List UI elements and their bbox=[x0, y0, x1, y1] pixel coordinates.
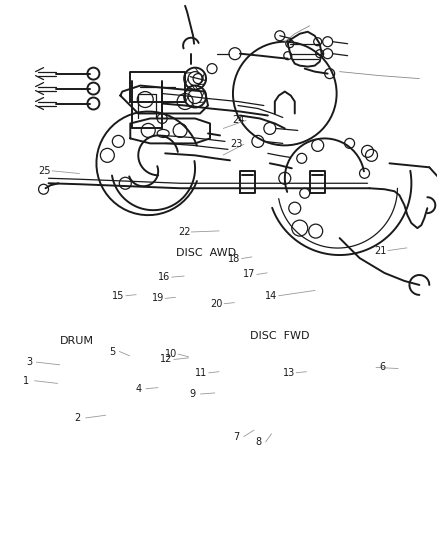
Text: 8: 8 bbox=[255, 437, 261, 447]
Text: 1: 1 bbox=[23, 376, 29, 386]
Text: 2: 2 bbox=[74, 413, 80, 423]
Text: 6: 6 bbox=[380, 362, 386, 373]
Text: 15: 15 bbox=[113, 290, 125, 301]
Text: 21: 21 bbox=[374, 246, 387, 255]
Text: 16: 16 bbox=[158, 272, 170, 282]
Text: 11: 11 bbox=[195, 368, 208, 378]
Text: 5: 5 bbox=[109, 346, 115, 357]
Text: 18: 18 bbox=[228, 254, 240, 263]
Text: 14: 14 bbox=[265, 290, 278, 301]
Text: DISC  AWD: DISC AWD bbox=[176, 248, 236, 258]
Text: 10: 10 bbox=[165, 349, 177, 359]
Text: 7: 7 bbox=[233, 432, 240, 441]
Text: 4: 4 bbox=[135, 384, 141, 394]
Text: DRUM: DRUM bbox=[60, 336, 94, 346]
Text: 23: 23 bbox=[230, 139, 243, 149]
Text: 19: 19 bbox=[152, 293, 164, 303]
Text: 20: 20 bbox=[211, 298, 223, 309]
Text: 9: 9 bbox=[190, 389, 196, 399]
Text: 3: 3 bbox=[26, 357, 32, 367]
Text: 25: 25 bbox=[38, 166, 51, 176]
Text: 17: 17 bbox=[244, 270, 256, 279]
Text: DISC  FWD: DISC FWD bbox=[251, 330, 310, 341]
Text: 24: 24 bbox=[233, 115, 245, 125]
Text: 22: 22 bbox=[178, 227, 191, 237]
Text: 12: 12 bbox=[160, 354, 173, 365]
Text: 13: 13 bbox=[283, 368, 295, 378]
